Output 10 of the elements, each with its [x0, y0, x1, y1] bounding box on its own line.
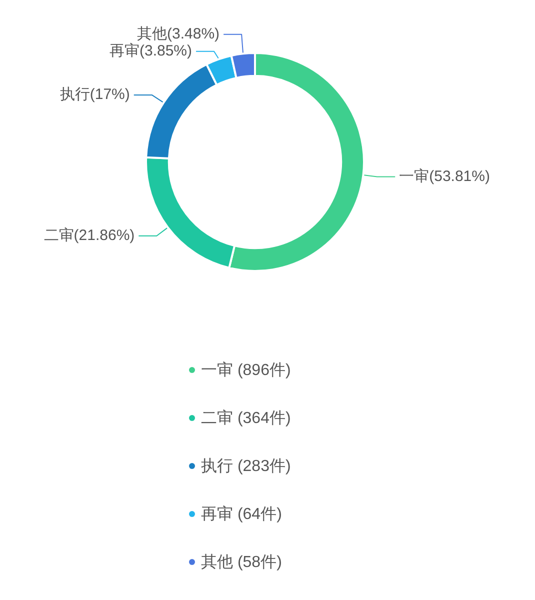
legend-label: 一审 (896件) — [201, 360, 291, 380]
data-label: 再审(3.85%) — [109, 42, 192, 60]
legend-label: 执行 (283件) — [201, 456, 291, 476]
data-label: 其他(3.48%) — [137, 26, 220, 43]
data-label: 一审(53.81%) — [399, 168, 490, 185]
data-label: 二审(21.86%) — [44, 227, 135, 244]
data-label: 执行(17%) — [60, 86, 130, 104]
legend-label: 再审 (64件) — [201, 504, 282, 524]
legend-label: 其他 (58件) — [201, 552, 282, 572]
legend-label: 二审 (364件) — [201, 408, 291, 428]
